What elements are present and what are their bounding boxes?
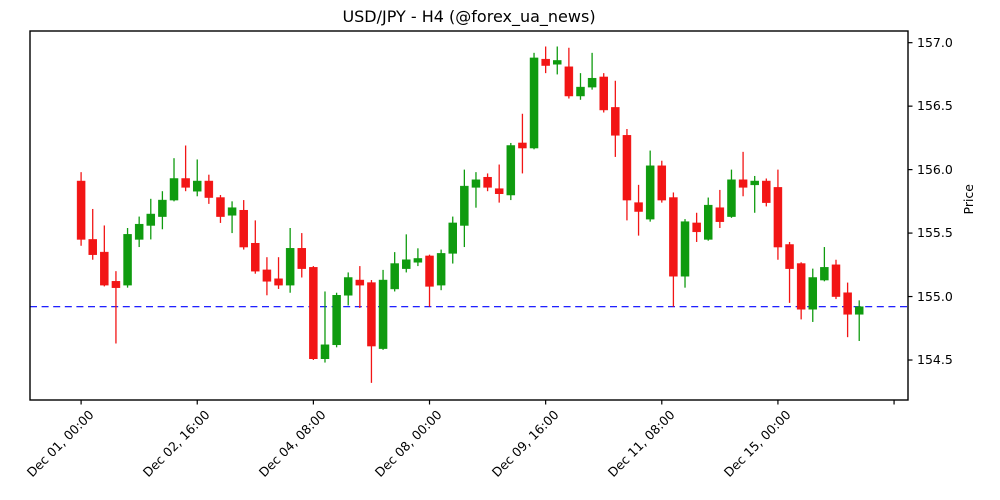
candle-body <box>634 202 643 212</box>
candle-body <box>471 179 481 188</box>
candle-body <box>285 248 295 286</box>
candle-body <box>831 264 841 297</box>
candle-body <box>227 207 237 216</box>
candle-body <box>309 267 318 359</box>
candle-body <box>541 58 550 66</box>
candle-body <box>123 234 132 286</box>
candle-body <box>587 77 597 88</box>
candle-body <box>808 277 818 310</box>
candle-body <box>645 165 655 220</box>
candle-body <box>343 277 353 296</box>
candle-body <box>332 295 341 346</box>
plot-border <box>29 30 909 401</box>
candle-body <box>390 263 399 290</box>
y-tick-label: 155.0 <box>917 288 953 304</box>
candle-body <box>251 242 260 272</box>
candle-body <box>262 269 272 282</box>
candle-body <box>320 344 330 359</box>
candle-body <box>727 179 736 217</box>
candle-body <box>88 239 97 255</box>
candle-body <box>204 180 214 198</box>
candle-body <box>564 66 574 97</box>
candle-body <box>402 259 411 269</box>
candle-body <box>518 142 527 149</box>
candle-body <box>738 179 748 188</box>
candle-body <box>762 180 771 203</box>
candle-body <box>703 204 713 240</box>
candle-body <box>483 176 492 188</box>
chart-title: USD/JPY - H4 (@forex_ua_news) <box>342 7 596 26</box>
candle-body <box>576 86 585 97</box>
candle-body <box>274 278 283 286</box>
candle-body <box>425 255 434 287</box>
candle-body <box>785 244 794 269</box>
candle-body <box>297 248 307 269</box>
candle-body <box>506 145 516 196</box>
candle-body <box>111 281 121 288</box>
candle-body <box>76 180 86 240</box>
candle-body <box>599 76 608 111</box>
candle-body <box>181 178 190 188</box>
candle-body <box>854 306 864 315</box>
candle-body <box>146 213 156 226</box>
candle-body <box>773 187 783 248</box>
candle-body <box>216 197 225 217</box>
candle-body <box>796 263 806 310</box>
candle-body <box>669 197 678 277</box>
candle-body <box>239 209 248 248</box>
candle-body <box>657 165 667 201</box>
candle-body <box>367 282 376 347</box>
y-tick-label: 156.0 <box>917 161 953 177</box>
y-tick-label: 155.5 <box>917 225 953 241</box>
candle-body <box>494 188 504 194</box>
candle-body <box>622 135 632 201</box>
y-axis-title: Price <box>961 184 976 215</box>
candle-body <box>413 258 423 263</box>
candle-body <box>158 199 167 217</box>
candle-body <box>460 185 469 226</box>
candle-body <box>715 207 725 222</box>
candle-body <box>378 279 388 349</box>
candle-body <box>750 180 759 186</box>
candle-body <box>134 223 144 240</box>
candle-body <box>680 221 690 277</box>
candle-body <box>192 180 202 192</box>
candle-body <box>448 222 457 254</box>
y-tick-label: 156.5 <box>917 98 953 114</box>
candle-body <box>692 222 701 233</box>
candle-body <box>100 251 109 286</box>
candle-body <box>436 253 446 286</box>
candle-body <box>553 60 562 65</box>
candle-body <box>611 107 620 136</box>
candle-body <box>169 178 179 201</box>
candle-body <box>820 267 829 281</box>
candle-body <box>355 279 365 286</box>
candle-body <box>843 292 852 315</box>
candle-body <box>529 57 539 149</box>
y-tick-label: 157.0 <box>917 34 953 50</box>
y-tick-label: 154.5 <box>917 352 953 367</box>
